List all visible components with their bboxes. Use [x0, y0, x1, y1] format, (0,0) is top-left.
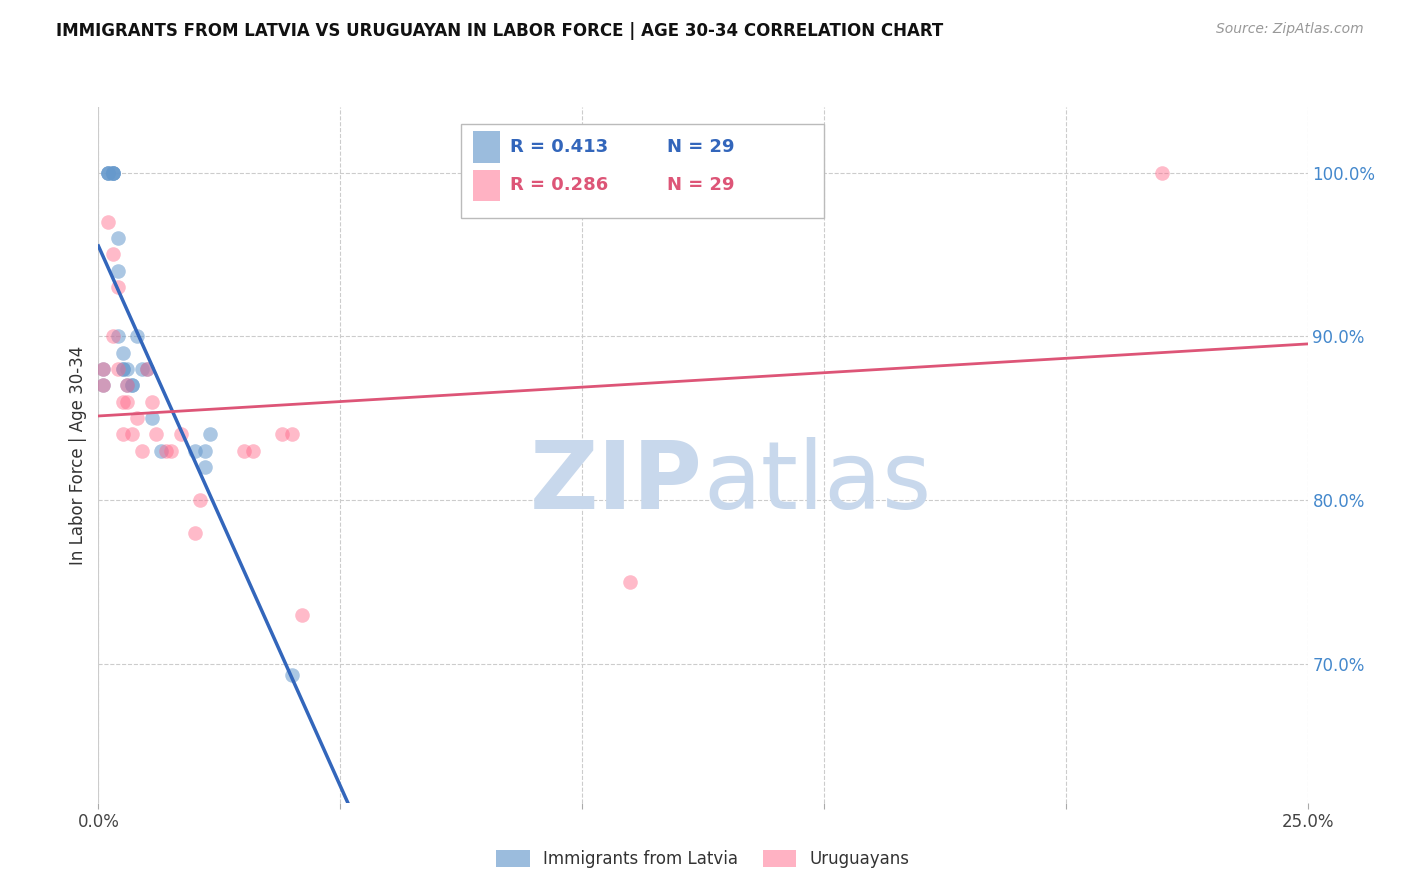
Text: Source: ZipAtlas.com: Source: ZipAtlas.com — [1216, 22, 1364, 37]
Point — [127, 329, 149, 343]
Text: N = 29: N = 29 — [666, 138, 734, 156]
Point — [107, 329, 129, 343]
Point — [107, 264, 129, 278]
Point — [135, 362, 157, 376]
Legend: Immigrants from Latvia, Uruguayans: Immigrants from Latvia, Uruguayans — [489, 843, 917, 875]
Text: N = 29: N = 29 — [666, 177, 734, 194]
Point — [107, 280, 129, 294]
Point — [150, 443, 173, 458]
Point — [290, 607, 312, 622]
Point — [169, 427, 191, 442]
Point — [101, 247, 124, 261]
Point — [127, 411, 149, 425]
Point — [91, 362, 114, 376]
Point — [131, 443, 153, 458]
Text: IMMIGRANTS FROM LATVIA VS URUGUAYAN IN LABOR FORCE | AGE 30-34 CORRELATION CHART: IMMIGRANTS FROM LATVIA VS URUGUAYAN IN L… — [56, 22, 943, 40]
Point — [101, 165, 124, 179]
Point — [188, 492, 211, 507]
Point — [91, 362, 114, 376]
FancyBboxPatch shape — [461, 124, 824, 219]
Point — [97, 165, 120, 179]
Point — [145, 427, 167, 442]
Point — [184, 443, 207, 458]
Point — [194, 460, 217, 475]
Point — [121, 378, 143, 392]
Point — [155, 443, 177, 458]
Point — [111, 362, 134, 376]
Point — [117, 362, 139, 376]
Point — [121, 378, 143, 392]
Point — [271, 427, 294, 442]
FancyBboxPatch shape — [474, 131, 501, 162]
Point — [91, 378, 114, 392]
Point — [1152, 165, 1174, 179]
Point — [198, 427, 221, 442]
Point — [135, 362, 157, 376]
Point — [194, 443, 217, 458]
Point — [97, 165, 120, 179]
Point — [141, 411, 163, 425]
Point — [121, 427, 143, 442]
FancyBboxPatch shape — [474, 169, 501, 201]
Point — [117, 378, 139, 392]
Point — [619, 574, 641, 589]
Y-axis label: In Labor Force | Age 30-34: In Labor Force | Age 30-34 — [69, 345, 87, 565]
Point — [111, 394, 134, 409]
Point — [141, 394, 163, 409]
Point — [281, 427, 304, 442]
Point — [97, 165, 120, 179]
Point — [111, 427, 134, 442]
Point — [281, 668, 304, 682]
Point — [101, 165, 124, 179]
Point — [107, 362, 129, 376]
Point — [101, 165, 124, 179]
Point — [107, 231, 129, 245]
Point — [184, 525, 207, 540]
Text: ZIP: ZIP — [530, 437, 703, 529]
Point — [101, 329, 124, 343]
Point — [97, 214, 120, 228]
Point — [117, 378, 139, 392]
Point — [111, 345, 134, 359]
Point — [91, 378, 114, 392]
Text: atlas: atlas — [703, 437, 931, 529]
Point — [160, 443, 183, 458]
Point — [131, 362, 153, 376]
Text: R = 0.413: R = 0.413 — [509, 138, 607, 156]
Point — [101, 165, 124, 179]
Text: R = 0.286: R = 0.286 — [509, 177, 607, 194]
Point — [242, 443, 264, 458]
Point — [117, 394, 139, 409]
Point — [232, 443, 254, 458]
Point — [111, 362, 134, 376]
